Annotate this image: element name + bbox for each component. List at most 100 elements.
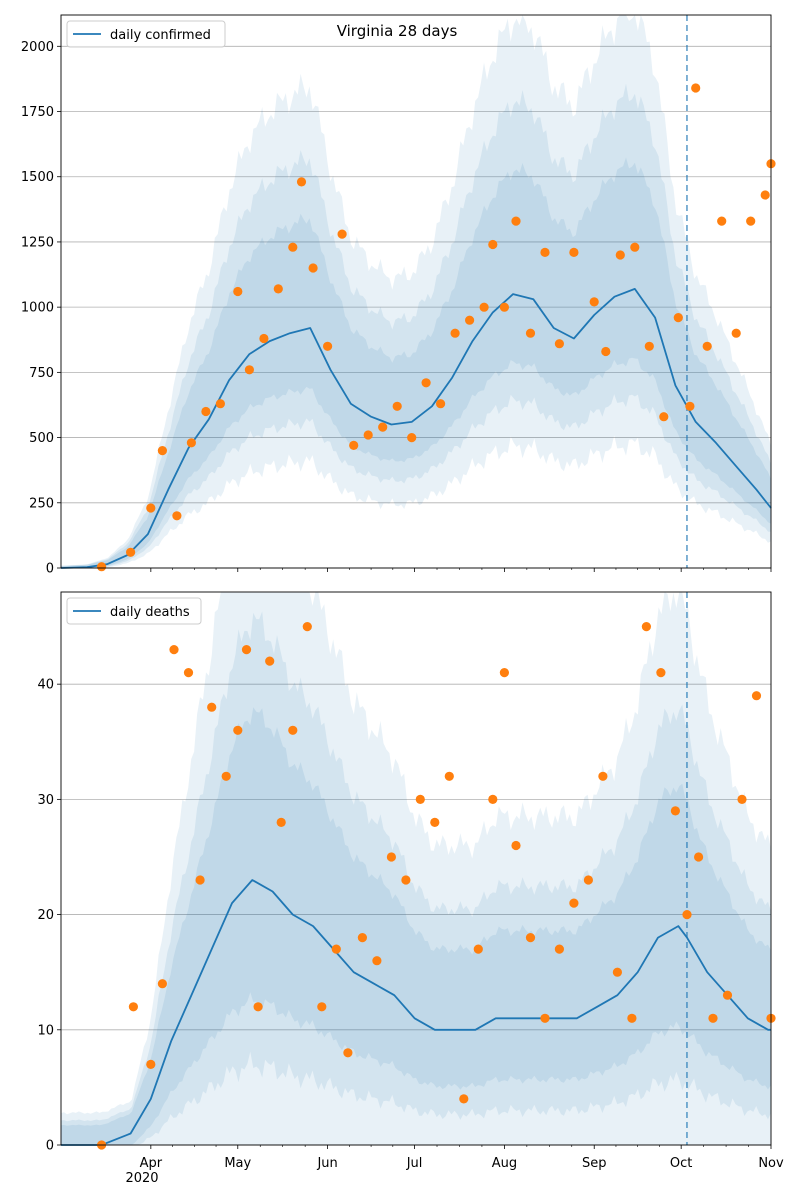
x-tick-label: Jul bbox=[406, 1156, 423, 1171]
x-tick-label: Jun bbox=[316, 1156, 337, 1171]
observed-point bbox=[499, 302, 509, 312]
uncertainty-band bbox=[61, 15, 771, 568]
observed-point bbox=[323, 341, 333, 351]
y-tick-label: 1750 bbox=[21, 105, 54, 120]
observed-point bbox=[569, 898, 579, 908]
observed-point bbox=[221, 771, 231, 781]
observed-point bbox=[357, 933, 367, 943]
x-tick-label: Nov bbox=[758, 1156, 784, 1171]
observed-point bbox=[615, 250, 625, 260]
observed-point bbox=[641, 622, 652, 632]
confirmed-scatter-layer bbox=[97, 83, 776, 572]
observed-point bbox=[488, 239, 498, 250]
observed-point bbox=[253, 1002, 263, 1012]
observed-point bbox=[659, 412, 669, 422]
observed-point bbox=[386, 852, 396, 862]
x-tick-label: Aug bbox=[492, 1156, 517, 1171]
observed-point bbox=[540, 247, 550, 257]
observed-point bbox=[317, 1002, 327, 1012]
observed-point bbox=[459, 1094, 469, 1104]
observed-point bbox=[157, 446, 167, 456]
year-label: 2020 bbox=[125, 1171, 158, 1186]
observed-point bbox=[401, 875, 411, 885]
daily-confirmed-line bbox=[60, 288, 772, 569]
observed-point bbox=[207, 702, 217, 712]
confirmed-x-ticks bbox=[150, 568, 772, 572]
observed-point bbox=[569, 247, 579, 257]
observed-point bbox=[146, 503, 156, 513]
observed-point bbox=[363, 430, 373, 440]
observed-point bbox=[488, 794, 498, 805]
observed-point bbox=[525, 328, 536, 338]
observed-point bbox=[302, 622, 312, 632]
observed-point bbox=[288, 725, 298, 735]
y-tick-label: 0 bbox=[46, 1139, 54, 1154]
observed-point bbox=[450, 328, 460, 338]
observed-point bbox=[157, 979, 167, 989]
y-tick-label: 1250 bbox=[21, 235, 54, 250]
deaths-y-ticks: 0 10 20 30 40 bbox=[37, 678, 61, 1154]
uncertainty-band bbox=[61, 611, 771, 1145]
observed-point bbox=[554, 944, 565, 954]
observed-point bbox=[589, 297, 599, 307]
legend-box bbox=[66, 20, 226, 48]
observed-point bbox=[751, 691, 762, 701]
observed-point bbox=[540, 1013, 550, 1023]
observed-point bbox=[737, 794, 747, 805]
observed-point bbox=[465, 315, 475, 325]
observed-point bbox=[473, 944, 483, 954]
observed-point bbox=[430, 817, 440, 828]
observed-point bbox=[685, 401, 695, 411]
axes-frame bbox=[60, 591, 772, 1146]
deaths-legend: daily deaths bbox=[66, 597, 202, 625]
deaths-line-layer bbox=[61, 879, 771, 1146]
observed-point bbox=[717, 216, 727, 226]
observed-point bbox=[583, 875, 594, 885]
y-tick-label: 2000 bbox=[21, 40, 54, 55]
observed-point bbox=[630, 242, 640, 252]
observed-point bbox=[760, 190, 770, 200]
observed-point bbox=[233, 725, 243, 735]
x-tick-label: Apr bbox=[140, 1156, 163, 1171]
y-tick-label: 10 bbox=[37, 1023, 54, 1038]
observed-point bbox=[265, 656, 275, 666]
legend-label-daily-deaths: daily deaths bbox=[110, 605, 190, 620]
observed-point bbox=[288, 242, 298, 252]
observed-point bbox=[511, 840, 521, 851]
observed-point bbox=[308, 263, 318, 273]
confirmed-y-ticks: 0 250 500 750 1000 1250 1500 1750 2000 bbox=[21, 40, 61, 577]
observed-point bbox=[421, 378, 431, 388]
y-tick-label: 750 bbox=[29, 366, 54, 381]
observed-point bbox=[296, 177, 307, 187]
observed-point bbox=[554, 339, 565, 349]
observed-point bbox=[276, 817, 286, 828]
y-tick-label: 1500 bbox=[21, 170, 54, 185]
observed-point bbox=[349, 440, 359, 450]
observed-point bbox=[708, 1013, 718, 1023]
chart-title: Virginia 28 days bbox=[337, 22, 458, 40]
observed-point bbox=[612, 967, 623, 977]
observed-point bbox=[244, 365, 254, 375]
observed-point bbox=[511, 216, 521, 226]
confirmed-line-layer bbox=[60, 288, 772, 569]
observed-point bbox=[372, 956, 382, 966]
observed-point bbox=[691, 83, 701, 93]
legend-label-daily-confirmed: daily confirmed bbox=[110, 28, 211, 43]
confirmed-legend: daily confirmed bbox=[66, 20, 226, 48]
observed-point bbox=[525, 933, 536, 943]
axes-frame bbox=[60, 14, 772, 569]
observed-point bbox=[415, 794, 425, 805]
x-tick-label: Sep bbox=[582, 1156, 607, 1171]
observed-point bbox=[598, 771, 608, 781]
observed-point bbox=[444, 771, 454, 781]
observed-point bbox=[601, 346, 611, 357]
observed-point bbox=[627, 1013, 637, 1023]
observed-point bbox=[702, 341, 712, 351]
uncertainty-band bbox=[61, 157, 771, 568]
observed-point bbox=[233, 286, 243, 297]
observed-point bbox=[337, 229, 347, 239]
observed-point bbox=[331, 944, 341, 954]
observed-point bbox=[407, 433, 417, 443]
